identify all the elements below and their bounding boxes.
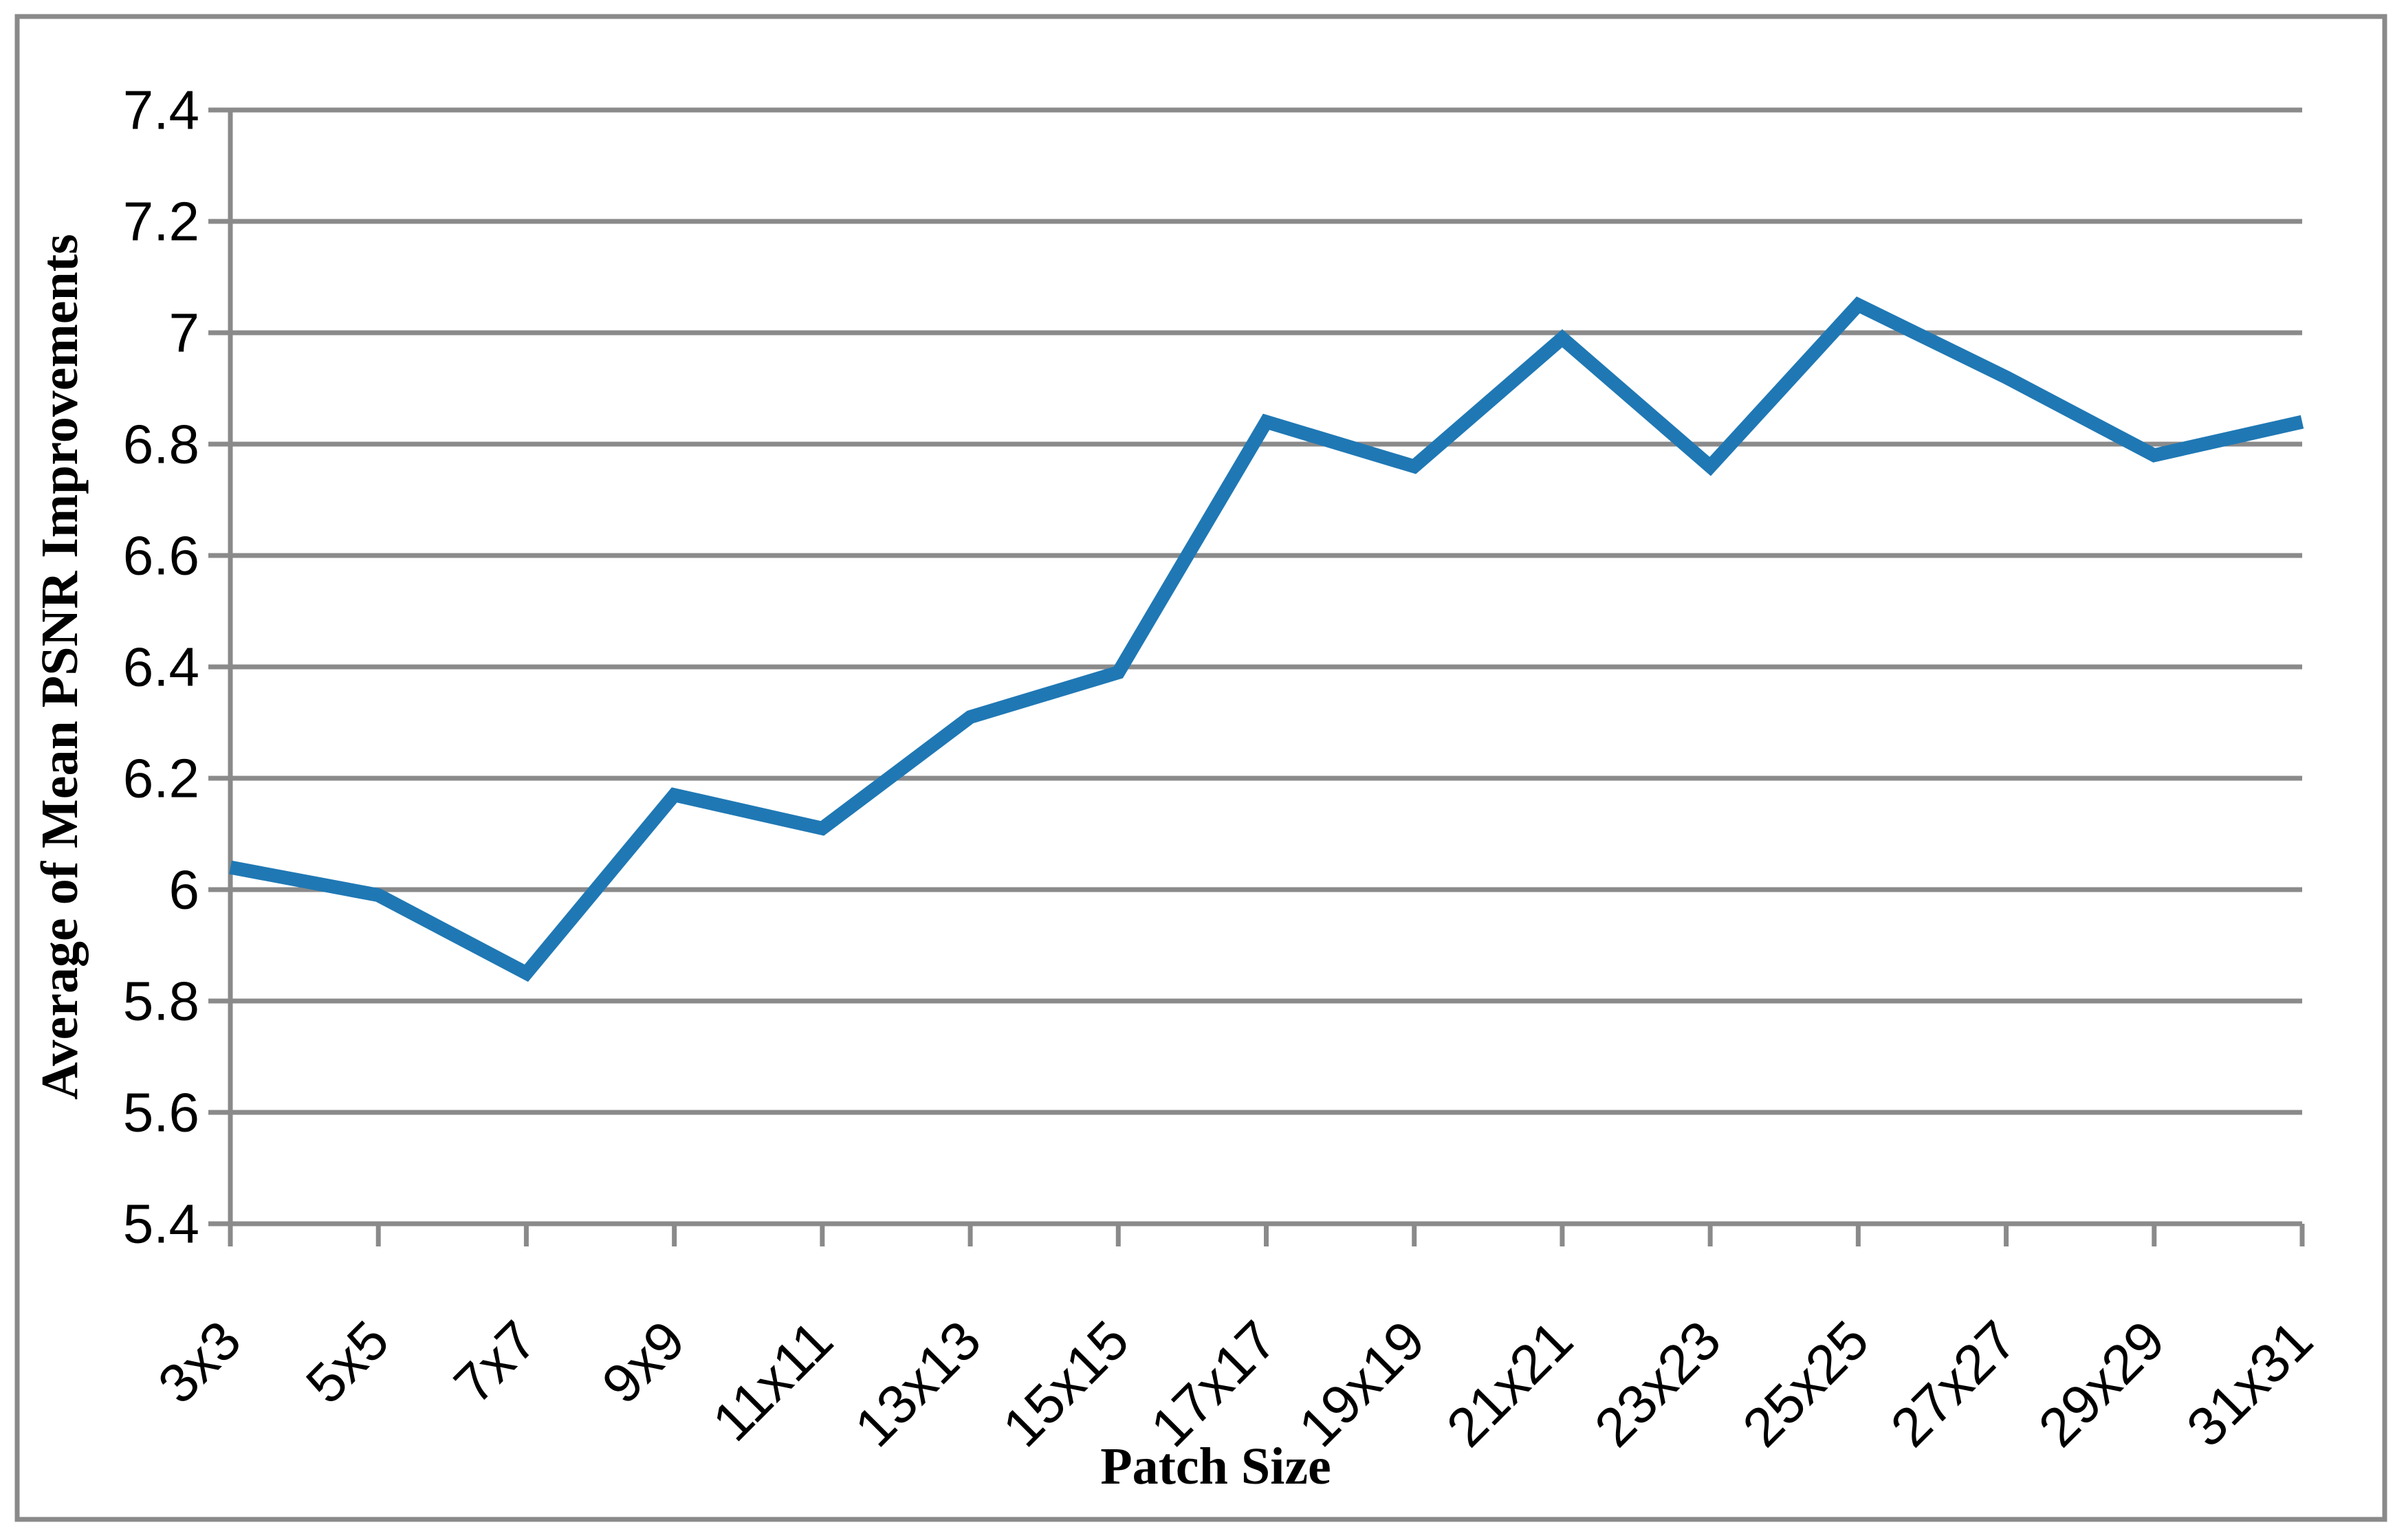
figure-border	[14, 14, 2387, 1522]
y-tick-label: 6.8	[123, 414, 199, 475]
y-tick-label: 7.4	[123, 80, 199, 141]
x-tick-label: 15x15	[991, 1309, 1140, 1458]
x-tick-label: 3x3	[146, 1309, 252, 1415]
x-tick-label: 21x21	[1435, 1309, 1584, 1458]
x-tick-label: 19x19	[1287, 1309, 1436, 1458]
x-tick-label: 29x29	[2027, 1309, 2176, 1458]
y-tick-label: 6	[169, 859, 200, 921]
y-tick-label: 5.6	[123, 1082, 199, 1143]
y-tick-label: 5.8	[123, 971, 199, 1032]
x-axis-title: Patch Size	[1100, 1438, 1331, 1495]
series-line	[229, 296, 2304, 982]
x-tick-label: 13x13	[843, 1309, 992, 1458]
gridlines	[230, 107, 2302, 1226]
x-tick-label: 31x31	[2175, 1309, 2324, 1458]
y-axis-title: Average of Mean PSNR Improvements	[31, 234, 89, 1099]
x-tick-label: 23x23	[1583, 1309, 1732, 1458]
y-tick-label: 7.2	[123, 191, 199, 252]
x-tick-label: 11x11	[701, 1309, 844, 1453]
y-tick-label: 7	[169, 302, 200, 364]
x-tick-label: 9x9	[591, 1309, 697, 1415]
y-tick-label: 6.6	[123, 525, 199, 586]
x-tick-label: 7x7	[442, 1309, 548, 1415]
data-series	[229, 296, 2304, 982]
y-tick-labels: 5.4 5.6 5.8 6 6.2 6.4 6.6 6.8 7 7.2 7.4	[123, 80, 199, 1255]
x-tick-labels: 3x3 5x5 7x7 9x9 11x1113x1315x1517x1719x1921x…	[146, 1309, 2324, 1458]
y-tick-label: 6.4	[123, 637, 199, 698]
x-tick-label: 5x5	[294, 1309, 400, 1415]
axes	[228, 110, 2302, 1246]
y-tick-label: 6.2	[123, 748, 199, 809]
x-tick-label: 25x25	[1731, 1309, 1880, 1458]
x-tick-label: 17x17	[1139, 1309, 1288, 1458]
axis-ticks	[208, 107, 2305, 1246]
x-tick-label: 27x27	[1879, 1309, 2028, 1458]
y-tick-label: 5.4	[123, 1194, 199, 1255]
